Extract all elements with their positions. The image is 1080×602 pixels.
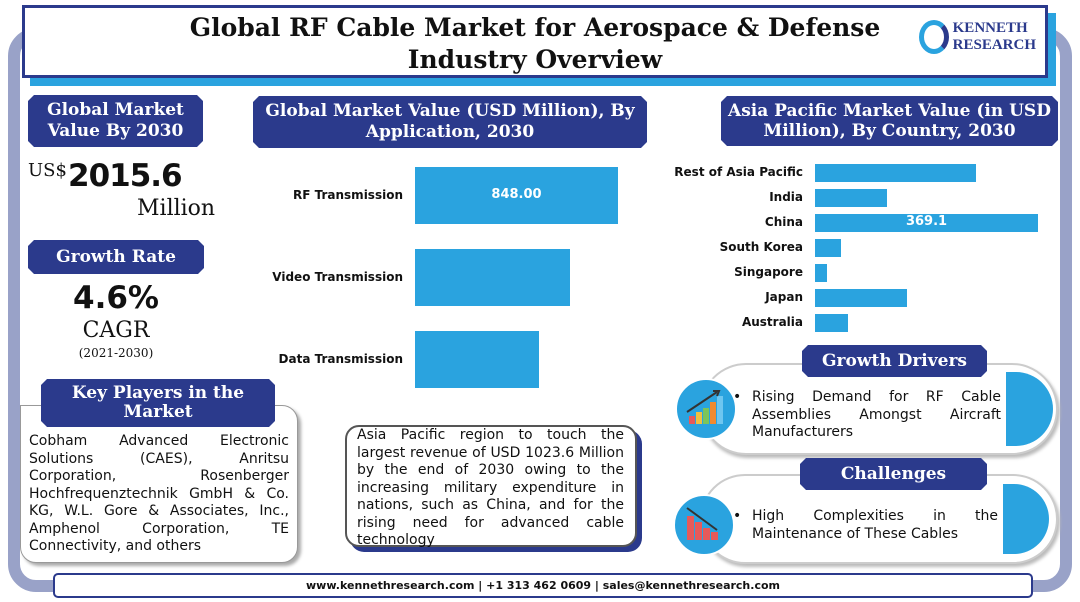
growth-heading: Growth Rate <box>28 240 204 274</box>
note-text: Asia Pacific region to touch the largest… <box>357 427 624 548</box>
bar <box>815 264 828 282</box>
growth-value: 4.6% <box>73 280 159 316</box>
cagr-label: CAGR <box>82 318 150 343</box>
logo: KENNETH RESEARCH <box>918 20 1036 54</box>
logo-ring-icon <box>918 20 949 54</box>
falling-bar-chart-icon <box>673 494 735 556</box>
key-players-card <box>20 405 298 563</box>
category-label: Video Transmission <box>272 269 403 284</box>
title-box: Global RF Cable Market for Aerospace & D… <box>22 5 1048 78</box>
rising-bar-chart-icon <box>675 378 737 440</box>
page-subtitle: Industry Overview <box>407 45 663 74</box>
market-value-heading: Global Market Value By 2030 <box>28 95 203 147</box>
bullet: • <box>733 389 742 405</box>
challenges-heading: Challenges <box>800 458 987 490</box>
category-label: RF Transmission <box>293 187 403 202</box>
bar <box>815 314 849 332</box>
category-label: China <box>764 215 803 229</box>
category-label: Data Transmission <box>278 351 403 366</box>
bar <box>815 239 841 257</box>
key-players-text: Cobham Advanced Electronic Solutions (CA… <box>29 433 289 554</box>
logo-text: RESEARCH <box>952 37 1036 53</box>
bar <box>415 167 618 224</box>
cagr-period: (2021-2030) <box>78 346 154 360</box>
bar <box>815 214 1038 232</box>
note-card <box>345 425 637 547</box>
category-label: India <box>769 190 803 204</box>
data-label: 848.00 <box>491 186 542 202</box>
category-label: South Korea <box>719 240 803 254</box>
category-label: Australia <box>741 315 803 329</box>
country-chart-title: Asia Pacific Market Value (in USD Millio… <box>721 96 1058 146</box>
bar <box>815 164 976 182</box>
logo-text: KENNETH <box>952 20 1028 36</box>
key-players-heading: Key Players in the Market <box>41 379 275 427</box>
drivers-heading: Growth Drivers <box>802 345 987 377</box>
category-label: Rest of Asia Pacific <box>674 165 803 179</box>
currency: US$ <box>28 160 67 181</box>
category-label: Singapore <box>734 265 803 279</box>
bar <box>415 249 570 306</box>
application-chart-title: Global Market Value (USD Million), By Ap… <box>253 96 647 148</box>
category-label: Japan <box>765 290 803 304</box>
footer-contact: www.kennethresearch.com | +1 313 462 060… <box>53 573 1033 598</box>
page-title: Global RF Cable Market for Aerospace & D… <box>189 13 881 42</box>
market-value: 2015.6 <box>68 158 183 194</box>
bar <box>815 289 907 307</box>
bullet: • <box>733 508 742 524</box>
challenges-text: High Complexities in the Maintenance of … <box>752 508 998 542</box>
drivers-text: Rising Demand for RF Cable Assemblies Am… <box>752 389 1001 440</box>
bar <box>815 189 888 207</box>
data-label: 369.1 <box>905 214 948 229</box>
bar <box>415 331 539 388</box>
market-value-unit: Million <box>137 196 216 221</box>
